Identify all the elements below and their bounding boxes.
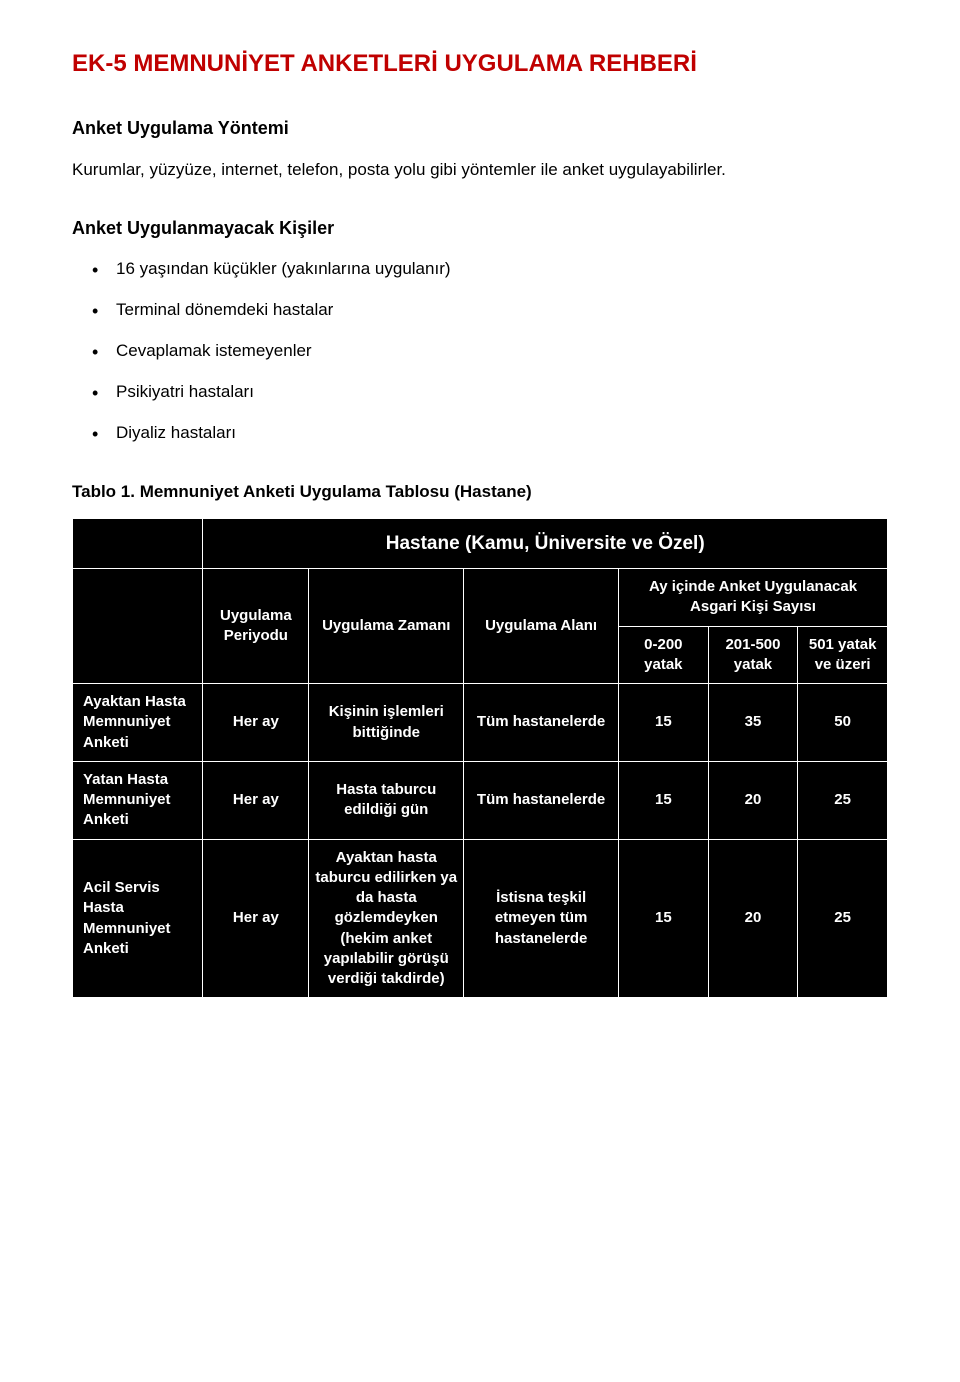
- section1-body: Kurumlar, yüzyüze, internet, telefon, po…: [72, 159, 888, 182]
- table-caption: Tablo 1. Memnuniyet Anketi Uygulama Tabl…: [72, 481, 888, 504]
- cell-period: Her ay: [203, 761, 309, 839]
- cell-v3: 50: [798, 684, 888, 762]
- list-item: Psikiyatri hastaları: [116, 381, 888, 404]
- cell-area: Tüm hastanelerde: [464, 761, 619, 839]
- cell-v2: 20: [708, 761, 798, 839]
- list-item: Diyaliz hastaları: [116, 422, 888, 445]
- cell-area: İstisna teşkil etmeyen tüm hastanelerde: [464, 839, 619, 998]
- cell-time: Ayaktan hasta taburcu edilirken ya da ha…: [309, 839, 464, 998]
- list-item: Terminal dönemdeki hastalar: [116, 299, 888, 322]
- cell-v1: 15: [619, 684, 709, 762]
- cell-period: Her ay: [203, 684, 309, 762]
- col-c3: 501 yatak ve üzeri: [798, 626, 888, 684]
- cell-v2: 35: [708, 684, 798, 762]
- col-c1: 0-200 yatak: [619, 626, 709, 684]
- cell-time: Hasta taburcu edildiği gün: [309, 761, 464, 839]
- application-table: Hastane (Kamu, Üniversite ve Özel) Uygul…: [72, 518, 888, 999]
- cell-time: Kişinin işlemleri bittiğinde: [309, 684, 464, 762]
- col-time: Uygulama Zamanı: [309, 569, 464, 684]
- section2-heading: Anket Uygulanmayacak Kişiler: [72, 216, 888, 240]
- cell-v3: 25: [798, 839, 888, 998]
- cell-period: Her ay: [203, 839, 309, 998]
- col-count-group: Ay içinde Anket Uygulanacak Asgari Kişi …: [619, 569, 888, 627]
- col-c2: 201-500 yatak: [708, 626, 798, 684]
- row-label: Acil Servis Hasta Memnuniyet Anketi: [73, 839, 203, 998]
- cell-v3: 25: [798, 761, 888, 839]
- list-item: Cevaplamak istemeyenler: [116, 340, 888, 363]
- section1-heading: Anket Uygulama Yöntemi: [72, 116, 888, 140]
- page-title: EK-5 MEMNUNİYET ANKETLERİ UYGULAMA REHBE…: [72, 48, 888, 80]
- table-title: Hastane (Kamu, Üniversite ve Özel): [203, 518, 888, 569]
- list-item: 16 yaşından küçükler (yakınlarına uygula…: [116, 258, 888, 281]
- cell-v2: 20: [708, 839, 798, 998]
- cell-v1: 15: [619, 761, 709, 839]
- col-area: Uygulama Alanı: [464, 569, 619, 684]
- cell-v1: 15: [619, 839, 709, 998]
- cell-area: Tüm hastanelerde: [464, 684, 619, 762]
- table-corner: [73, 569, 203, 684]
- row-label: Ayaktan Hasta Memnuniyet Anketi: [73, 684, 203, 762]
- exclusion-list: 16 yaşından küçükler (yakınlarına uygula…: [72, 258, 888, 445]
- col-period: Uygulama Periyodu: [203, 569, 309, 684]
- table-corner: [73, 518, 203, 569]
- row-label: Yatan Hasta Memnuniyet Anketi: [73, 761, 203, 839]
